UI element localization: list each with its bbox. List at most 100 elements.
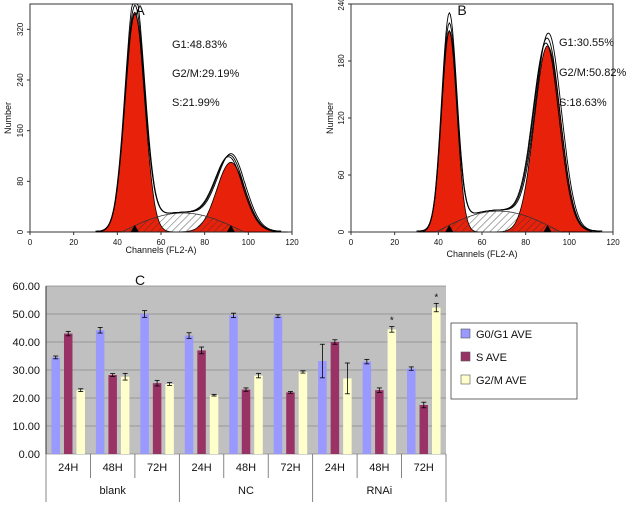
panel-c-category-label: 72H [414, 462, 434, 474]
panel-c-x-ticks: 24H 48H 72H 24H 48H 72H 24H 48H 72H blank NC RNAi [45, 454, 447, 502]
panel-a-y-tick-label: 80 [16, 176, 25, 185]
panel-b-x-tick-label: 20 [390, 238, 399, 247]
panel-b-outline-2 [416, 29, 603, 232]
panel-a-s-phase [121, 212, 245, 233]
panel-b-y-tick-label: 120 [337, 111, 346, 125]
panel-b-x-tick-label: 0 [349, 238, 354, 247]
panel-c-bar [120, 376, 130, 454]
panel-b-x-tick-label: 100 [563, 238, 577, 247]
panel-a-x-tick-label: 80 [200, 238, 209, 247]
panel-c-bar [184, 335, 194, 454]
panel-c-bar [419, 405, 429, 454]
panel-c-bar [318, 361, 327, 454]
panel-c-category-label: 24H [58, 462, 78, 474]
panel-c-category-label: 24H [191, 462, 211, 474]
panel-b-annotation-g2m: G2/M:50.82% [559, 67, 626, 79]
panel-c-bar [254, 375, 263, 454]
panel-c-bar [152, 383, 162, 454]
panel-b-x-tick-label: 60 [478, 238, 487, 247]
panel-a-x-tick-label: 100 [242, 238, 256, 247]
panel-c-legend-label: G2/M AVE [476, 375, 527, 387]
panel-c-bar [209, 395, 219, 454]
panel-a-label: A [135, 2, 145, 18]
panel-b-x-tick-label: 40 [434, 238, 443, 247]
panel-b-y-tick-label: 0 [337, 229, 346, 234]
panel-a-annotation-g2m: G2/M:29.19% [172, 68, 239, 80]
panel-c-legend-swatch [460, 351, 471, 362]
panel-c-legend-swatch [460, 374, 471, 385]
panel-b-marker-0 [445, 225, 454, 232]
panel-a-x-ticks: 0 20 40 60 80 100 120 [28, 232, 299, 247]
panel-c-bar [63, 333, 73, 454]
panel-a-x-tick-label: 40 [113, 238, 122, 247]
panel-c-bar [229, 315, 238, 454]
panel-c-legend-swatch [460, 328, 471, 339]
panel-c-bar [387, 329, 397, 454]
panel-c-category-label: 24H [325, 462, 345, 474]
panel-c-bar [95, 330, 105, 454]
panel-b-marker-1 [543, 225, 552, 232]
panel-b-y-tick-label: 240 [337, 0, 346, 11]
panel-a-x-tick-label: 60 [157, 238, 166, 247]
panel-c-legend [450, 322, 578, 400]
panel-a-y-ticks: 0 80 160 240 320 [16, 22, 30, 234]
panel-b-y-tick-label: 180 [337, 54, 346, 68]
panel-c-category-label: 72H [280, 462, 300, 474]
panel-a-x-tick-label: 120 [285, 238, 299, 247]
panel-c-group-label: blank [100, 485, 127, 497]
panel-a-annotation-g1: G1:48.83% [172, 39, 227, 51]
panel-a-g1-peak [95, 11, 175, 233]
panel-c-category-label: 48H [103, 462, 123, 474]
panel-c-y-tick-label: 10.00 [12, 421, 40, 433]
panel-c-y-tick-label: 60.00 [12, 281, 40, 293]
panel-c-bar [298, 371, 308, 454]
panel-b-histogram [416, 11, 603, 233]
panel-a-marker-1 [226, 225, 235, 232]
panel-c-group-label: RNAi [366, 485, 392, 497]
panel-a-y-tick-label: 160 [16, 123, 25, 137]
panel-c-bar [407, 368, 416, 454]
panel-b-x-tick-label: 120 [606, 238, 620, 247]
panel-c-legend-label: G0/G1 AVE [476, 329, 532, 341]
panel-b-outline-0 [416, 21, 603, 232]
panel-c-bar [76, 390, 85, 454]
panel-a-ylabel: Number [3, 102, 13, 134]
panel-b-s-phase [435, 210, 561, 233]
panel-c-group-label: NC [238, 485, 254, 497]
panel-a-annotation-s: S:21.99% [172, 97, 220, 109]
panel-a-y-tick-label: 240 [16, 73, 25, 87]
panel-a-xlabel: Channels (FL2-A) [125, 245, 196, 255]
panel-c-bar [197, 350, 206, 454]
panel-c-category-label: 48H [236, 462, 256, 474]
panel-c-bar [108, 375, 117, 454]
panel-c-y-ticks: 0.00 10.00 20.00 30.00 40.00 50.00 60.00 [12, 281, 40, 461]
panel-a-marker-0 [130, 225, 139, 232]
panel-c-legend-label: S AVE [476, 352, 507, 364]
panel-c-bars: ** [51, 292, 441, 454]
panel-b: B 0 20 40 60 80 100 120 0 60 120 180 240 Channels … [325, 0, 626, 259]
panel-c-bar [140, 314, 149, 454]
panel-c-significance-mark: * [434, 292, 438, 303]
panel-c-category-label: 72H [147, 462, 167, 474]
panel-c-bar [362, 361, 372, 454]
panel-c-legend-items: G0/G1 AVE S AVE G2/M AVE [460, 328, 532, 387]
panel-c-bar [343, 378, 352, 454]
panel-b-y-ticks: 0 60 120 180 240 [337, 0, 351, 234]
panel-b-label: B [457, 2, 466, 18]
panel-c-bar [241, 389, 251, 454]
panel-c-bar [165, 384, 174, 454]
panel-a-y-tick-label: 0 [16, 229, 25, 234]
panel-a-histogram [95, 3, 288, 233]
panel-c-y-tick-label: 40.00 [12, 337, 40, 349]
panel-c-y-tick-label: 30.00 [12, 365, 40, 377]
panel-a-y-tick-label: 320 [16, 22, 25, 36]
panel-b-ylabel: Number [325, 102, 335, 134]
panel-c-bar [51, 357, 60, 454]
panel-c-significance-mark: * [390, 316, 394, 327]
panel-c-category-label: 48H [369, 462, 389, 474]
panel-c-bar [330, 342, 340, 454]
panel-c-y-tick-label: 20.00 [12, 393, 40, 405]
panel-a-outline-2 [95, 13, 282, 232]
panel-b-annotation-s: S:18.63% [559, 97, 607, 109]
